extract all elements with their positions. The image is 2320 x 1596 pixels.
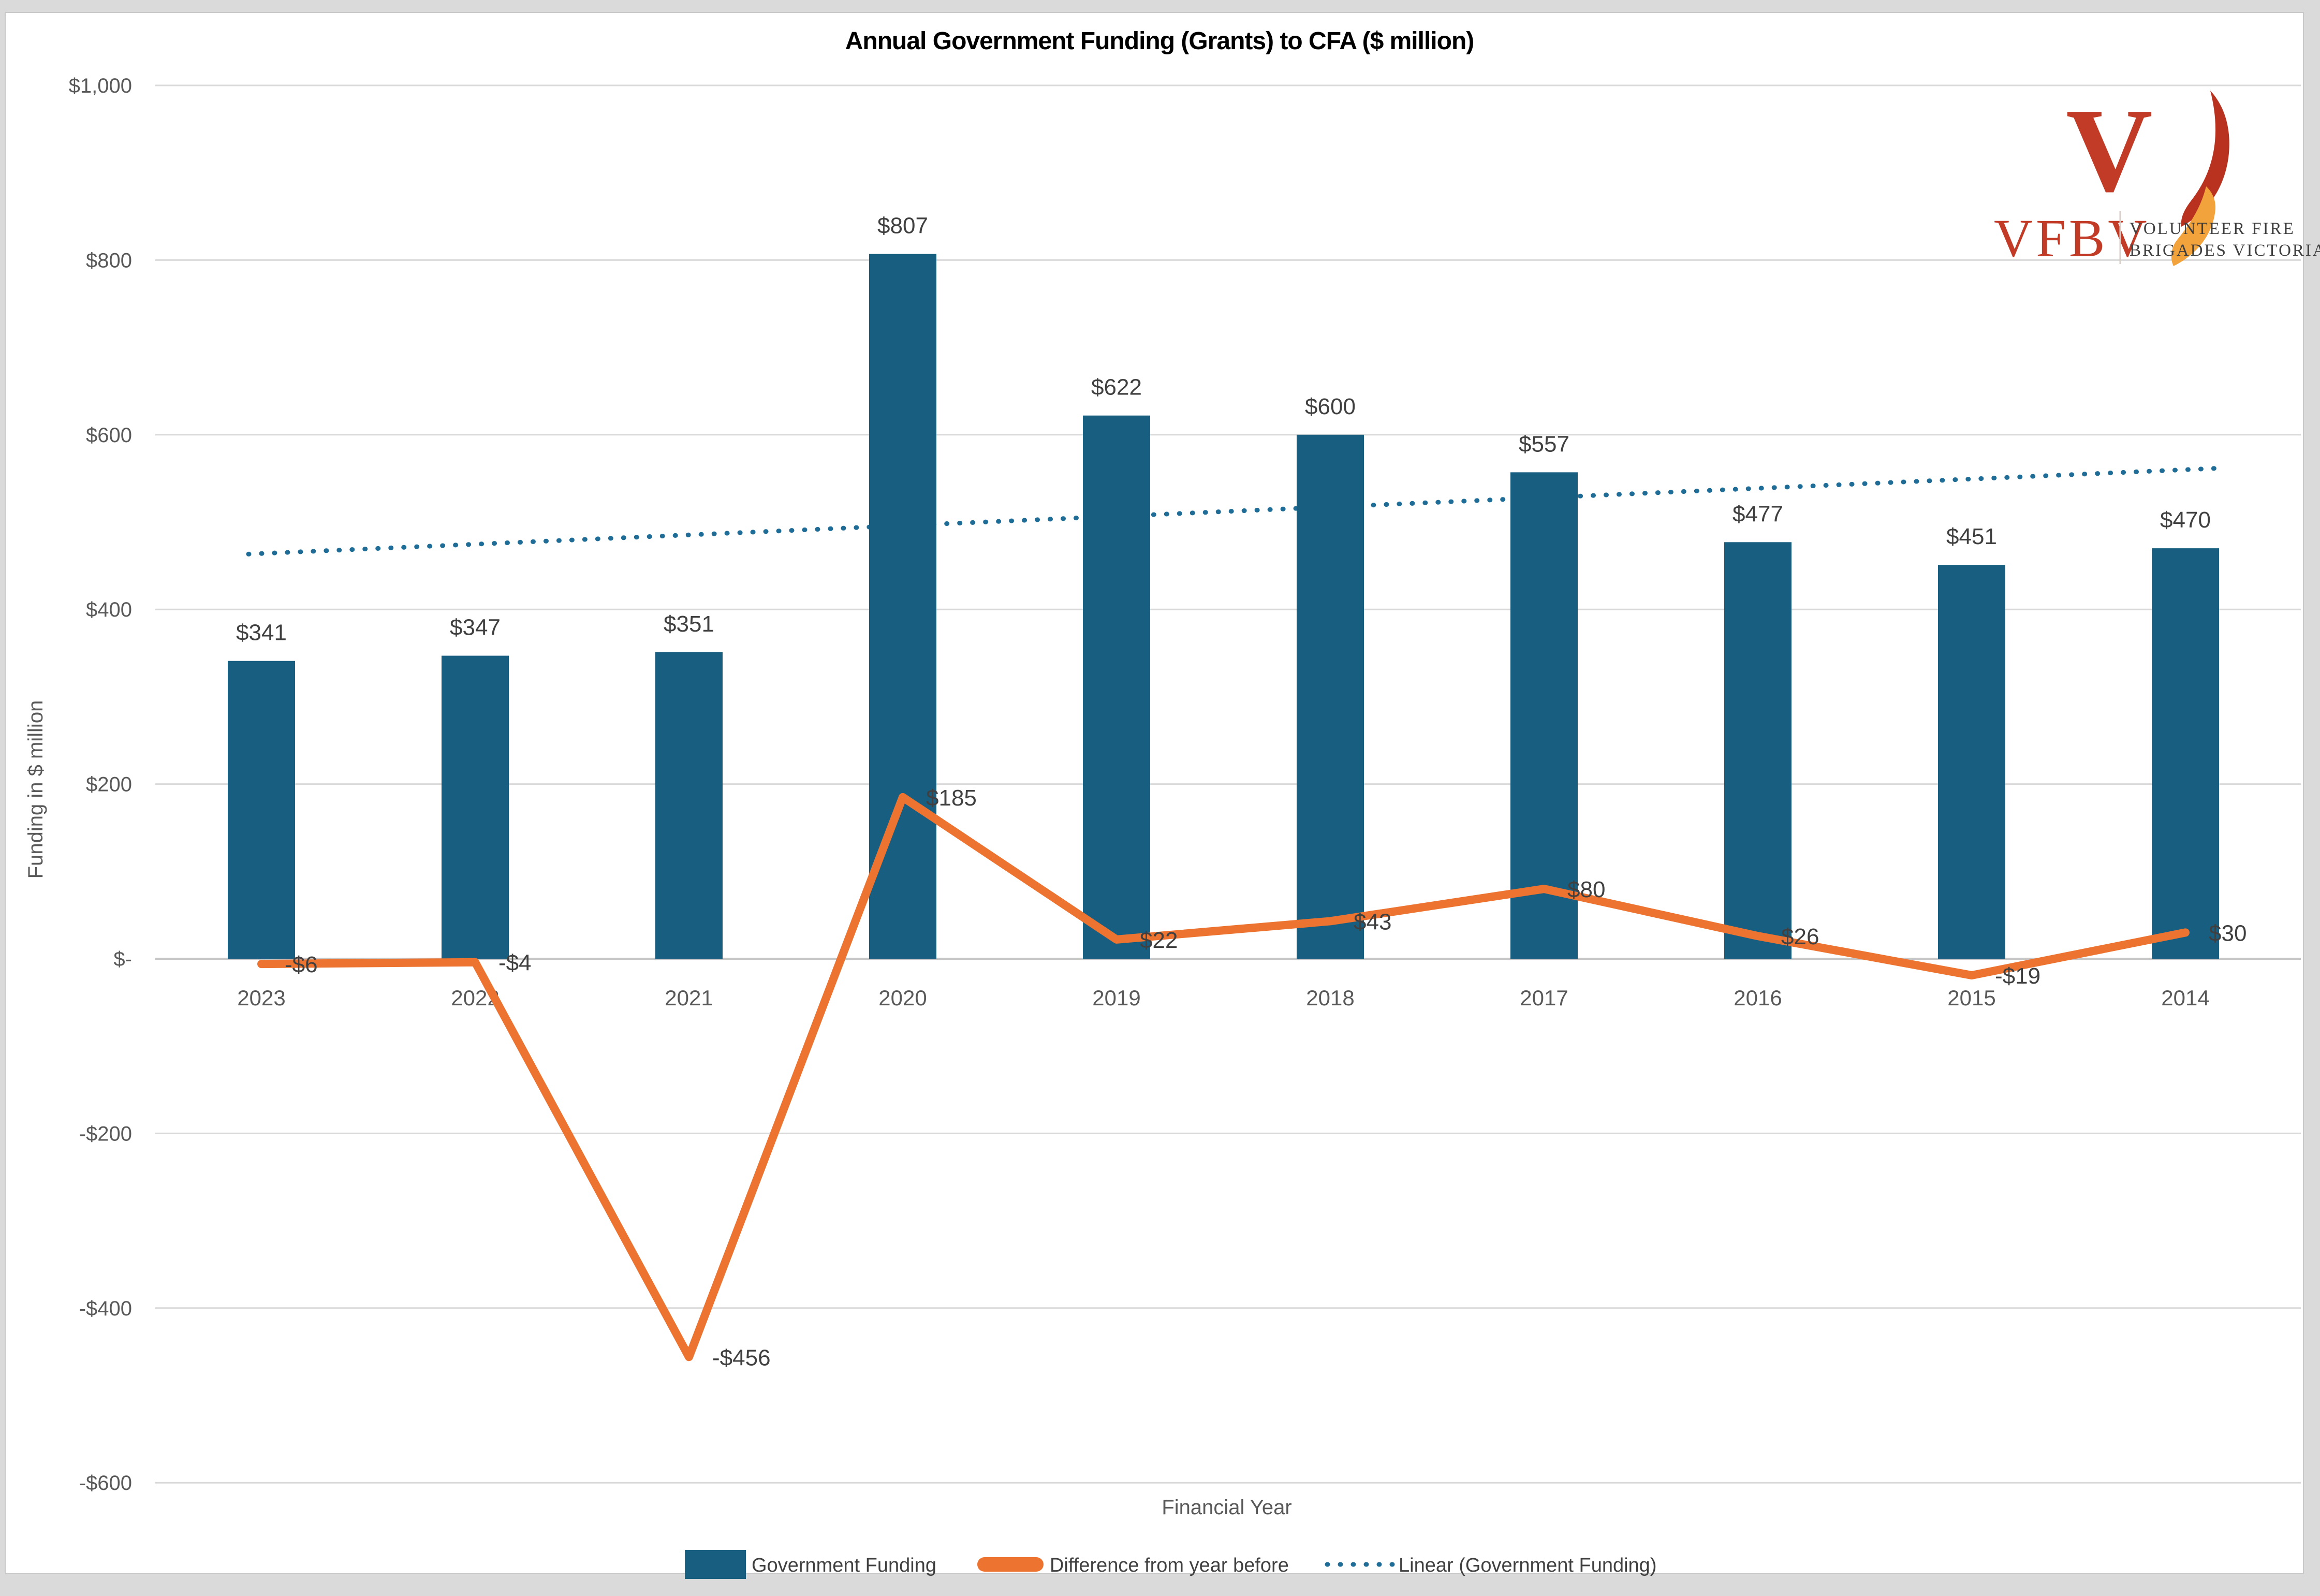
- chart-canvas: [5, 12, 2304, 1574]
- legend-label-difference-line: Difference from year before: [1050, 1555, 1289, 1576]
- legend: Government Funding Difference from year b…: [685, 1550, 1656, 1579]
- difference-value-label: $185: [926, 785, 977, 811]
- bar-2017: [1510, 472, 1578, 959]
- bar-value-label: $557: [1519, 431, 1569, 457]
- year-label: 2019: [1092, 986, 1140, 1010]
- y-tick-label: -$400: [79, 1297, 132, 1320]
- y-tick-label: -$600: [79, 1472, 132, 1495]
- vfbv-logo-v-glyph: V: [2066, 84, 2153, 217]
- year-label: 2017: [1520, 986, 1568, 1010]
- bar-2016: [1724, 542, 1792, 959]
- bar-2023: [228, 661, 295, 959]
- difference-value-label: -$19: [1995, 963, 2040, 989]
- difference-value-label: $30: [2209, 920, 2246, 946]
- difference-data-labels: -$6 -$4 -$456 $185 $22 $43 $80 $26 -$19 $30: [285, 785, 2246, 1370]
- difference-line: [257, 793, 2190, 1361]
- vfbv-logo-flame-red: [2181, 91, 2229, 227]
- year-label: 2020: [878, 986, 927, 1010]
- bar-data-labels: $341 $347 $351 $807 $622 $600 $557 $477 $451 $470: [236, 213, 2211, 646]
- bar-2019: [1083, 415, 1150, 959]
- difference-value-label: -$6: [285, 952, 318, 977]
- bar-2018: [1297, 434, 1364, 959]
- legend-label-trendline: Linear (Government Funding): [1399, 1555, 1656, 1576]
- y-axis-title: Funding in $ million: [24, 700, 47, 879]
- legend-swatch-difference-line: [977, 1557, 1044, 1572]
- bar-value-label: $470: [2160, 507, 2211, 533]
- y-tick-label: $800: [86, 249, 132, 272]
- year-label: 2014: [2161, 986, 2209, 1010]
- difference-value-label: -$456: [712, 1345, 771, 1370]
- y-tick-label: -$200: [79, 1122, 132, 1145]
- bar-2014: [2152, 548, 2219, 959]
- y-tick-label: $400: [86, 598, 132, 621]
- difference-value-label: $80: [1567, 877, 1605, 902]
- difference-value-label: $43: [1354, 909, 1391, 934]
- difference-line-series: [257, 793, 2190, 1361]
- bar-value-label: $451: [1946, 524, 1997, 549]
- vfbv-logo-flame-orange: [2171, 186, 2216, 266]
- difference-value-label: -$4: [498, 950, 532, 976]
- vfbv-logo-acronym: VFBV: [1994, 209, 2150, 268]
- x-axis-labels: 2023 2022 2021 2020 2019 2018 2017 2016 2015 2014: [237, 986, 2209, 1010]
- bar-value-label: $600: [1305, 394, 1356, 419]
- year-label: 2018: [1306, 986, 1354, 1010]
- bar-2015: [1938, 565, 2005, 959]
- bar-series: [228, 254, 2219, 959]
- vfbv-logo: V VFBV VOLUNTEER FIRE BRIGADES VICTORIA: [1994, 84, 2320, 268]
- year-label: 2015: [1947, 986, 1995, 1010]
- difference-value-label: $22: [1140, 928, 1178, 953]
- vfbv-logo-name-line1: VOLUNTEER FIRE: [2130, 219, 2295, 238]
- vfbv-logo-name-line2: BRIGADES VICTORIA: [2130, 241, 2320, 260]
- bar-value-label: $351: [664, 611, 714, 637]
- year-label: 2016: [1734, 986, 1782, 1010]
- bar-value-label: $622: [1091, 375, 1142, 400]
- difference-value-label: $26: [1781, 924, 1819, 949]
- bar-2021: [655, 652, 723, 959]
- year-label: 2023: [237, 986, 285, 1010]
- y-tick-label: $600: [86, 424, 132, 447]
- bar-value-label: $341: [236, 620, 287, 646]
- y-tick-label: $200: [86, 773, 132, 796]
- x-axis-title: Financial Year: [1162, 1496, 1291, 1519]
- legend-swatch-government-funding: [685, 1550, 746, 1579]
- chart-title: Annual Government Funding (Grants) to CF…: [845, 27, 1474, 55]
- bar-value-label: $477: [1732, 501, 1783, 526]
- year-label: 2021: [665, 986, 713, 1010]
- y-tick-label: $-: [113, 948, 132, 971]
- bar-2020: [869, 254, 936, 959]
- bar-2022: [442, 655, 509, 959]
- bar-value-label: $807: [877, 213, 928, 239]
- y-tick-label: $1,000: [69, 75, 132, 97]
- bar-value-label: $347: [450, 615, 501, 640]
- y-axis-ticks: $1,000 $800 $600 $400 $200 $- -$200 -$400 -$600: [69, 75, 132, 1495]
- legend-label-government-funding: Government Funding: [752, 1555, 936, 1576]
